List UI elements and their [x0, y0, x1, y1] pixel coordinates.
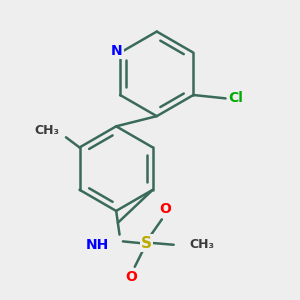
Text: O: O	[125, 270, 137, 284]
Text: Cl: Cl	[228, 92, 243, 105]
Text: O: O	[159, 202, 171, 216]
Text: CH₃: CH₃	[189, 238, 214, 251]
Text: S: S	[141, 236, 152, 250]
Text: N: N	[111, 44, 123, 58]
Text: NH: NH	[86, 238, 110, 252]
Text: CH₃: CH₃	[34, 124, 59, 137]
